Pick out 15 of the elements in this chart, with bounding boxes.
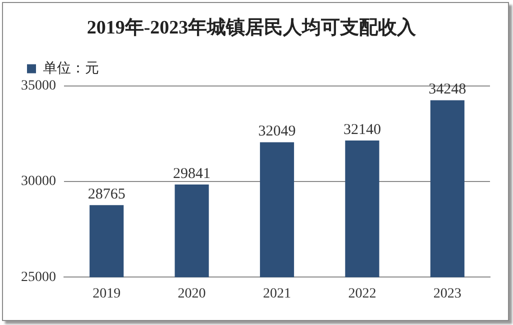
x-tick-label: 2022 (348, 286, 376, 302)
data-label: 32049 (258, 124, 296, 140)
x-tick-label: 2020 (178, 286, 206, 302)
data-label: 29841 (173, 166, 211, 182)
x-tick-label: 2023 (433, 286, 462, 302)
data-label: 34248 (428, 82, 466, 98)
x-tick-label: 2019 (92, 286, 121, 302)
y-tick-label: 25000 (21, 270, 56, 285)
chart-title: 2019年-2023年城镇居民人均可支配收入 (86, 16, 418, 38)
y-tick-label: 35000 (21, 78, 56, 94)
data-label: 28765 (88, 186, 126, 203)
data-label: 32140 (343, 122, 381, 138)
legend-label: 单位：元 (43, 60, 99, 76)
y-tick-label: 30000 (21, 174, 56, 190)
x-tick-label: 2021 (263, 286, 291, 302)
